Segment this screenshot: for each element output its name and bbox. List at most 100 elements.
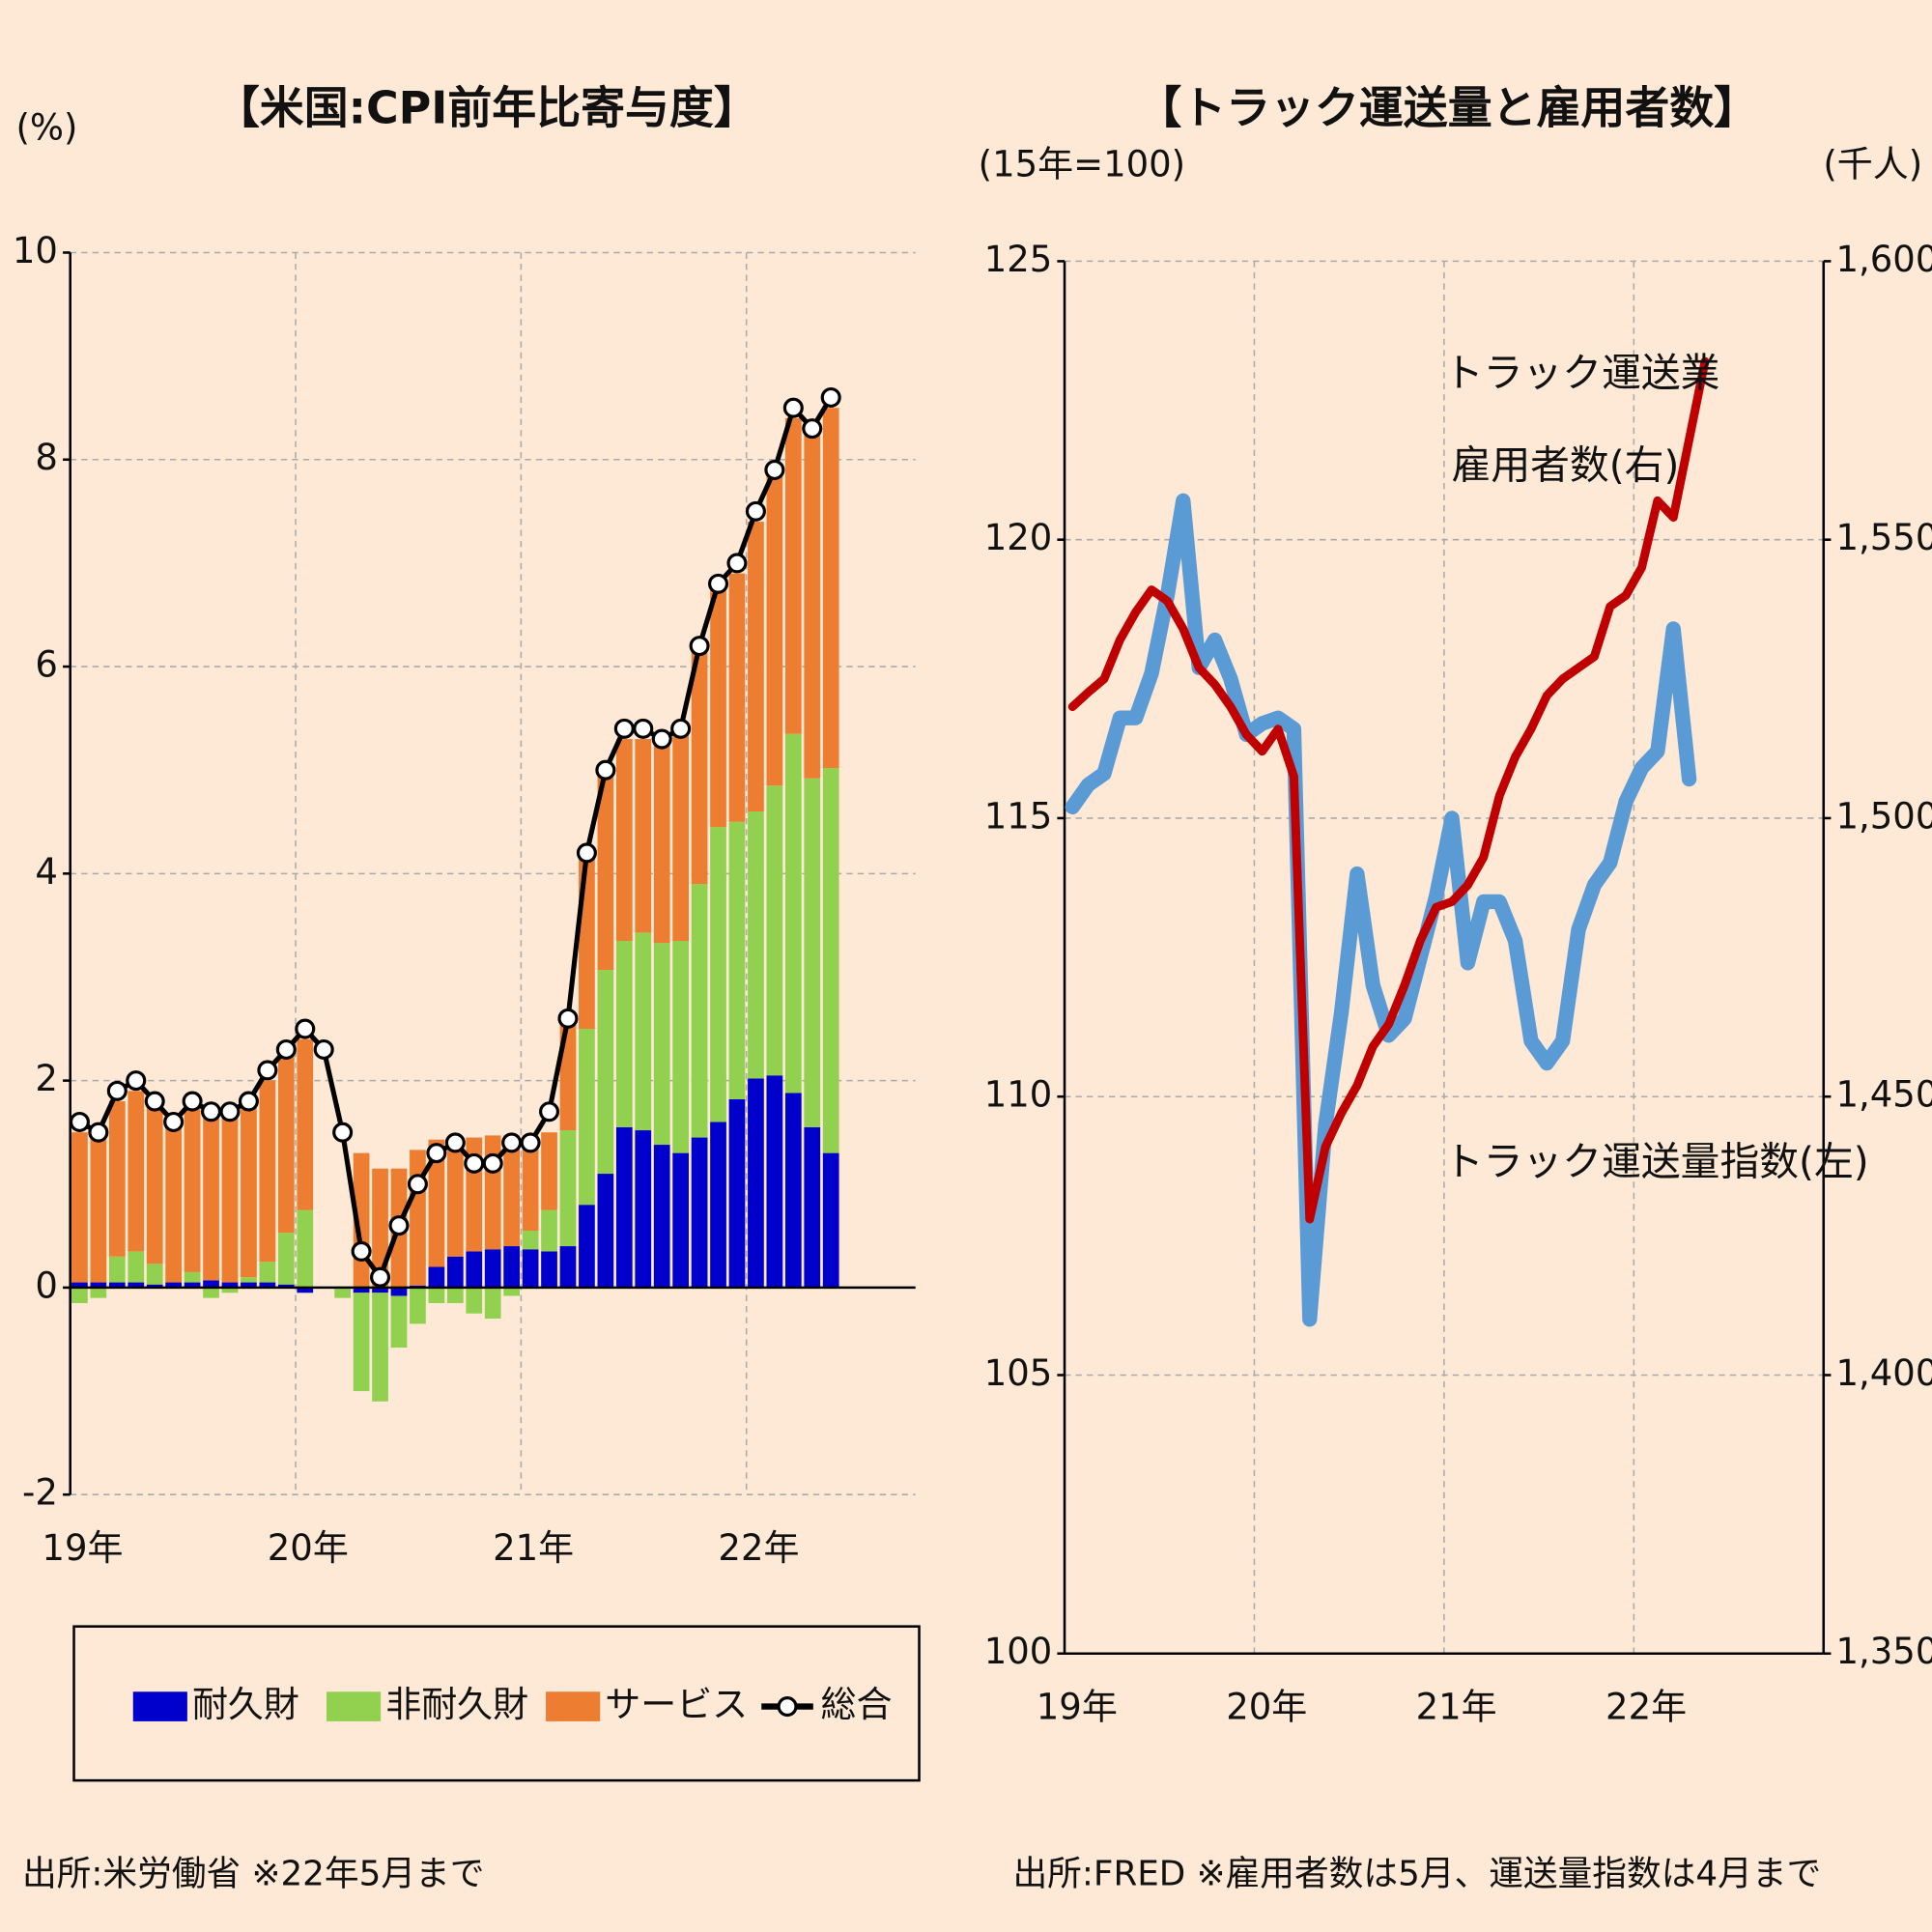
- bar-segment: [71, 1282, 88, 1288]
- bar-segment: [203, 1111, 219, 1281]
- series-line: [1067, 356, 1710, 1224]
- total-marker: [633, 718, 654, 739]
- y2-axis-label: (千人): [1823, 144, 1922, 185]
- bar-segment: [221, 1282, 239, 1288]
- bar-segment: [579, 1205, 595, 1288]
- bar-segment: [728, 1098, 746, 1288]
- bar-segment: [221, 1117, 239, 1283]
- chart-title: 【トラック運送量と雇用者数】: [1137, 81, 1758, 133]
- bar-segment: [784, 417, 802, 734]
- total-marker: [708, 573, 729, 594]
- annotation: 雇用者数(右): [1452, 442, 1680, 489]
- bar-segment: [541, 1132, 557, 1210]
- total-marker: [295, 1018, 316, 1039]
- total-marker: [444, 1132, 466, 1153]
- total-marker: [782, 397, 804, 418]
- legend-label: 非耐久財: [385, 1684, 528, 1725]
- y-tick-label: 110: [984, 1074, 1053, 1116]
- bar-segment: [128, 1091, 145, 1252]
- bar-segment: [728, 821, 746, 1099]
- total-marker: [201, 1101, 222, 1122]
- bar-segment: [165, 1122, 183, 1283]
- bar-segment: [484, 1135, 501, 1250]
- bar-segment: [541, 1251, 557, 1288]
- total-marker: [802, 418, 823, 440]
- bar-segment: [597, 1174, 614, 1288]
- total-marker: [670, 718, 692, 739]
- bar-segment: [259, 1080, 276, 1263]
- bar-segment: [710, 827, 726, 1122]
- bar-segment: [804, 1126, 821, 1288]
- source-note: 出所:FRED ※雇用者数は5月、運送量指数は4月まで: [1012, 1854, 1821, 1893]
- bar-segment: [766, 1075, 783, 1288]
- bar-segment: [748, 811, 764, 1079]
- bar-segment: [579, 1029, 595, 1206]
- bar-segment: [522, 1135, 539, 1231]
- legend-box: [72, 1625, 921, 1782]
- bar-segment: [165, 1282, 183, 1288]
- bar-segment: [241, 1277, 257, 1283]
- bar-segment: [522, 1249, 539, 1288]
- y-tick-label: 120: [984, 517, 1053, 558]
- bar-segment: [635, 1130, 652, 1288]
- total-marker: [69, 1111, 90, 1133]
- bar-segment: [184, 1282, 201, 1288]
- y-tick-label: 10: [13, 230, 58, 271]
- bar-segment: [128, 1251, 145, 1283]
- y2-tick-label: 1,400: [1836, 1352, 1932, 1394]
- bar-segment: [748, 1078, 764, 1288]
- bar-segment: [428, 1266, 445, 1288]
- total-marker: [745, 500, 766, 522]
- bar-segment: [128, 1282, 145, 1288]
- bar-segment: [559, 1246, 577, 1288]
- bar-segment: [184, 1106, 201, 1272]
- bar-segment: [390, 1295, 408, 1349]
- x-tick-label: 19年: [1037, 1687, 1118, 1728]
- y-tick-label: 8: [35, 437, 58, 478]
- series-line: [1065, 493, 1697, 1327]
- bar-segment: [334, 1287, 352, 1298]
- y2-tick-label: 1,500: [1836, 795, 1932, 837]
- bar-segment: [108, 1101, 126, 1257]
- bar-segment: [241, 1282, 257, 1288]
- y-tick-label: 115: [984, 795, 1053, 837]
- y2-tick-label: 1,350: [1836, 1631, 1932, 1672]
- total-marker: [539, 1101, 560, 1122]
- total-marker: [482, 1152, 503, 1174]
- bar-segment: [615, 940, 633, 1127]
- bar-segment: [766, 785, 783, 1076]
- bar-segment: [297, 1038, 314, 1210]
- bar-segment: [428, 1287, 445, 1303]
- bar-segment: [710, 1122, 726, 1288]
- bar-segment: [579, 852, 595, 1030]
- bar-segment: [372, 1287, 388, 1293]
- bar-segment: [221, 1287, 239, 1293]
- bar-segment: [822, 768, 839, 1153]
- bar-segment: [241, 1106, 257, 1278]
- bar-segment: [653, 943, 670, 1146]
- bar-segment: [71, 1132, 88, 1283]
- x-tick-label: 19年: [42, 1527, 123, 1569]
- bar-segment: [277, 1233, 295, 1285]
- total-marker: [332, 1122, 354, 1143]
- total-marker: [726, 553, 748, 574]
- bar-segment: [90, 1287, 107, 1298]
- total-marker: [88, 1122, 109, 1143]
- bar-segment: [446, 1287, 464, 1303]
- legend-swatch: [327, 1691, 382, 1721]
- chart-title: 【米国:CPI前年比寄与度】: [215, 81, 758, 133]
- y2-tick-label: 1,550: [1836, 517, 1932, 558]
- total-marker: [520, 1132, 541, 1153]
- legend-label: 耐久財: [192, 1684, 299, 1725]
- bar-segment: [259, 1282, 276, 1288]
- bar-segment: [277, 1284, 295, 1288]
- total-marker: [426, 1143, 447, 1164]
- bar-segment: [691, 645, 708, 885]
- total-marker: [388, 1215, 410, 1236]
- total-marker: [651, 728, 672, 750]
- bar-segment: [748, 522, 764, 812]
- total-marker: [464, 1152, 485, 1174]
- bar-segment: [635, 739, 652, 933]
- y-tick-label: 105: [984, 1352, 1053, 1394]
